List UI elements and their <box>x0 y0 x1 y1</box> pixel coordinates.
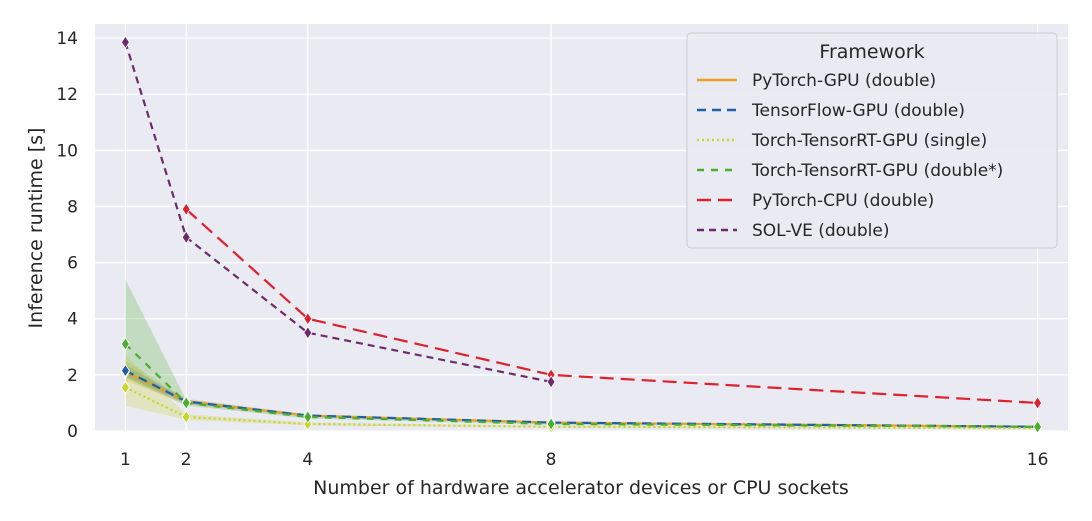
data-point <box>181 230 191 245</box>
data-point <box>303 417 313 431</box>
data-point <box>546 375 556 389</box>
x-tick-label: 4 <box>302 450 313 470</box>
data-point <box>181 202 191 216</box>
data-point <box>120 35 130 49</box>
series-line <box>124 386 1038 430</box>
data-point <box>120 380 130 395</box>
data-point <box>303 312 313 326</box>
legend-label: TensorFlow-GPU (double) <box>751 101 965 121</box>
y-axis-title: Inference runtime [s] <box>25 128 47 329</box>
x-tick-label: 8 <box>546 450 557 470</box>
y-tick-labels: 0 2 4 6 8 10 12 14 <box>56 29 78 442</box>
y-tick-label: 2 <box>67 366 78 386</box>
legend-label: PyTorch-CPU (double) <box>752 191 934 211</box>
legend-label: PyTorch-GPU (double) <box>752 71 936 91</box>
series-markers <box>120 35 1043 435</box>
x-tick-label: 2 <box>181 450 192 470</box>
y-tick-label: 0 <box>67 422 78 442</box>
series-line <box>124 41 552 383</box>
series-line <box>185 208 1038 405</box>
legend-label: SOL-VE (double) <box>752 221 889 241</box>
x-tick-label: 1 <box>120 450 131 470</box>
data-point <box>181 396 191 410</box>
legend-box <box>686 32 1058 249</box>
legend-label: Torch-TensorRT-GPU (single) <box>751 131 987 151</box>
x-tick-labels: 1 2 4 8 16 <box>120 450 1048 470</box>
data-point <box>181 410 191 424</box>
legend: Framework PyTorch-GPU (double) TensorFlow… <box>686 32 1058 249</box>
x-tick-label: 16 <box>1027 450 1049 470</box>
data-point <box>546 417 556 431</box>
data-point <box>303 410 313 424</box>
y-tick-label: 10 <box>56 141 78 161</box>
series-line <box>124 343 1038 428</box>
x-axis-title: Number of hardware accelerator devices o… <box>313 477 849 499</box>
data-point <box>120 363 130 378</box>
y-tick-label: 8 <box>67 197 78 217</box>
y-tick-label: 6 <box>67 254 78 274</box>
y-tick-label: 4 <box>67 310 78 330</box>
legend-title: Framework <box>819 41 924 63</box>
data-point <box>1033 396 1043 410</box>
y-tick-label: 12 <box>56 85 78 105</box>
y-tick-label: 14 <box>56 29 78 49</box>
data-point <box>303 326 313 340</box>
series-line <box>124 369 1038 428</box>
data-point <box>1033 420 1043 434</box>
legend-label: Torch-TensorRT-GPU (double*) <box>751 161 1003 181</box>
data-point <box>120 337 130 351</box>
